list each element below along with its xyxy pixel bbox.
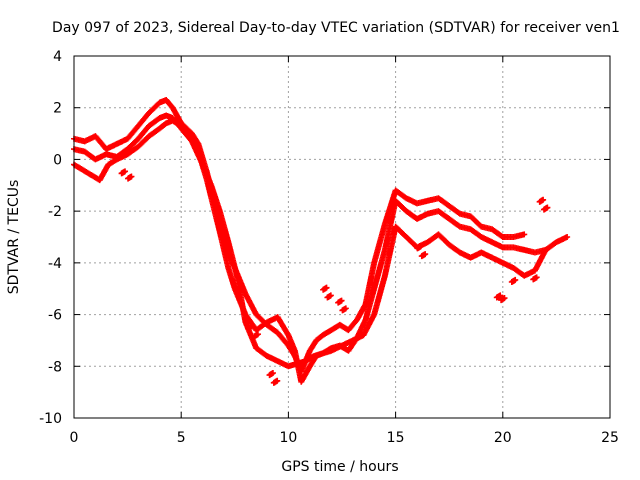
data-point: [564, 234, 571, 240]
data-points: [71, 96, 571, 386]
plot-frame: [73, 55, 611, 419]
y-tick-label: -8: [48, 359, 62, 375]
data-point: [501, 295, 508, 302]
data-point: [417, 243, 424, 250]
x-tick-label: 0: [70, 430, 79, 446]
data-point: [497, 292, 504, 299]
data-point: [327, 292, 334, 299]
data-point: [422, 251, 429, 258]
y-tick-label: 0: [53, 152, 62, 168]
x-axis-label: GPS time / hours: [281, 459, 398, 475]
y-tick-label: -2: [48, 204, 62, 220]
data-point: [342, 305, 349, 312]
x-axis-ticks: 0 5 10 15 20 25: [70, 56, 619, 446]
x-tick-label: 25: [601, 430, 619, 446]
y-tick-label: 2: [53, 101, 62, 117]
data-point: [540, 196, 547, 203]
x-tick-label: 5: [177, 430, 186, 446]
y-axis-ticks: -10 -8 -6 -4 -2 0 2 4: [39, 49, 610, 427]
y-tick-label: 4: [53, 49, 62, 65]
data-point: [521, 231, 528, 238]
chart-title: Day 097 of 2023, Sidereal Day-to-day VTE…: [52, 20, 620, 36]
x-tick-label: 10: [279, 430, 297, 446]
y-tick-label: -6: [48, 308, 62, 324]
data-point: [248, 323, 255, 330]
data-point: [338, 297, 345, 304]
data-point: [323, 284, 330, 291]
data-point: [128, 173, 135, 180]
data-point: [274, 377, 281, 384]
y-axis-label: SDTVAR / TECUs: [6, 180, 22, 295]
x-tick-label: 15: [387, 430, 405, 446]
data-point: [544, 204, 551, 211]
data-point: [254, 331, 261, 338]
data-point: [533, 274, 540, 281]
data-point: [512, 276, 519, 283]
data-point: [122, 168, 129, 175]
y-tick-label: -10: [39, 411, 62, 427]
x-tick-label: 20: [494, 430, 512, 446]
y-tick-label: -4: [48, 256, 62, 272]
data-point: [269, 370, 276, 377]
grid-lines: [74, 56, 610, 418]
